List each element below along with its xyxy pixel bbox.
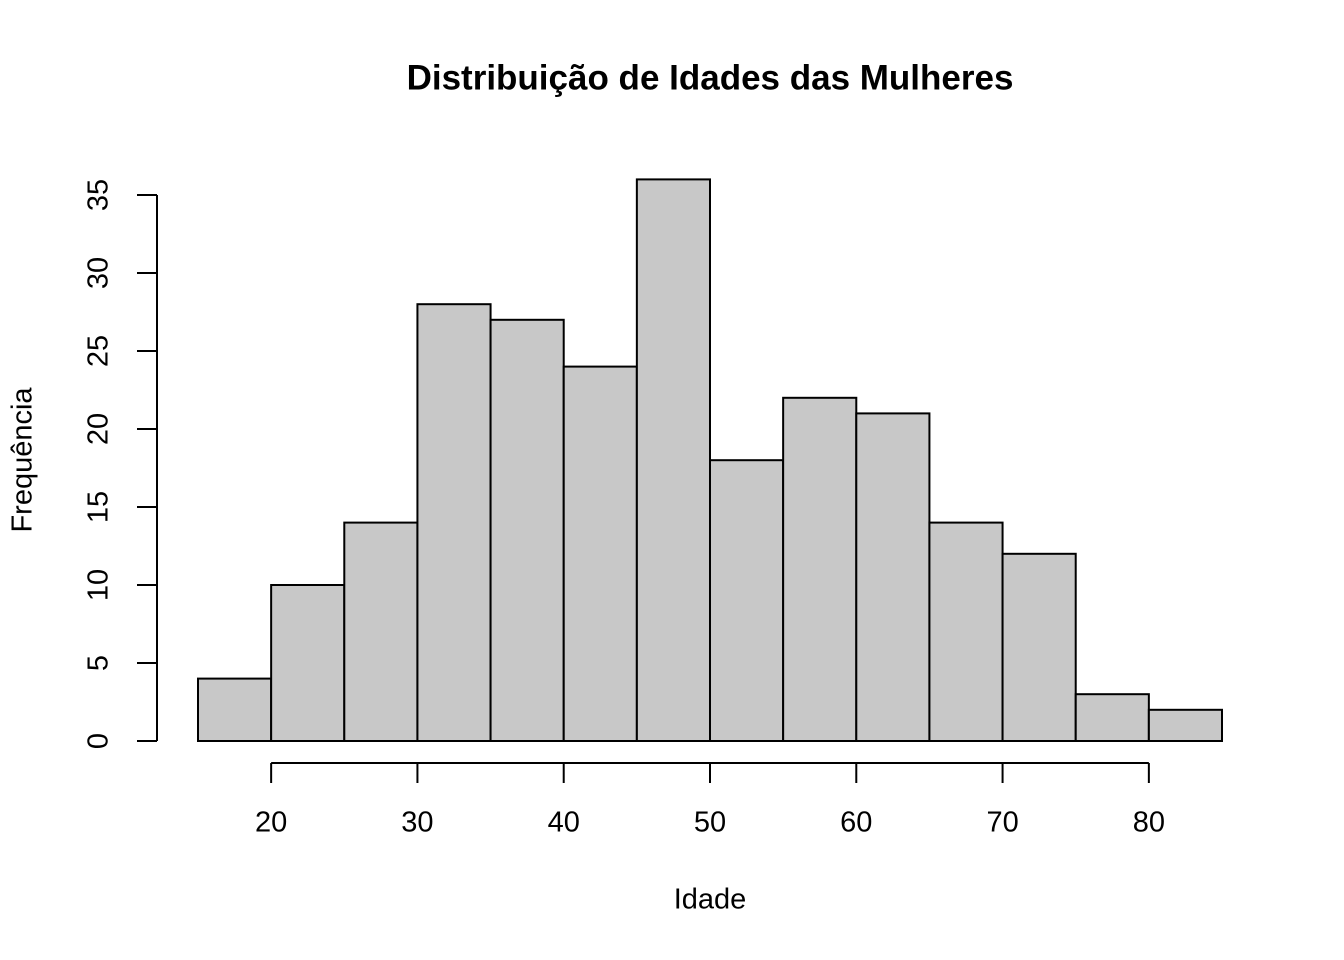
y-tick-label: 20	[83, 413, 115, 445]
bar	[270, 584, 346, 742]
x-tick-label: 80	[1133, 807, 1165, 839]
x-tick-label: 30	[401, 807, 433, 839]
bar	[1001, 552, 1077, 742]
bar	[562, 365, 638, 742]
x-tick-label: 20	[255, 807, 287, 839]
bar	[855, 412, 931, 742]
chart-title: Distribuição de Idades das Mulheres	[407, 58, 1014, 97]
x-axis-label: Idade	[674, 884, 747, 916]
x-tick-label: 50	[694, 807, 726, 839]
bar	[343, 521, 419, 742]
y-tick-label: 10	[83, 569, 115, 601]
y-axis-label: Frequência	[7, 387, 39, 533]
bar	[1147, 708, 1224, 742]
bar	[782, 396, 858, 742]
y-tick-label: 15	[83, 491, 115, 523]
bar	[197, 677, 273, 742]
y-tick-label: 25	[83, 335, 115, 367]
bar	[416, 303, 492, 742]
x-tick-label: 40	[548, 807, 580, 839]
bar	[1074, 693, 1150, 743]
y-tick-label: 30	[83, 257, 115, 289]
bar	[489, 318, 565, 742]
bar	[709, 459, 785, 742]
y-tick-label: 5	[83, 655, 115, 671]
y-tick-label: 0	[83, 733, 115, 749]
bar	[635, 178, 711, 742]
y-tick-label: 35	[83, 179, 115, 211]
x-tick-label: 60	[840, 807, 872, 839]
bar	[928, 521, 1004, 742]
x-tick-label: 70	[986, 807, 1018, 839]
